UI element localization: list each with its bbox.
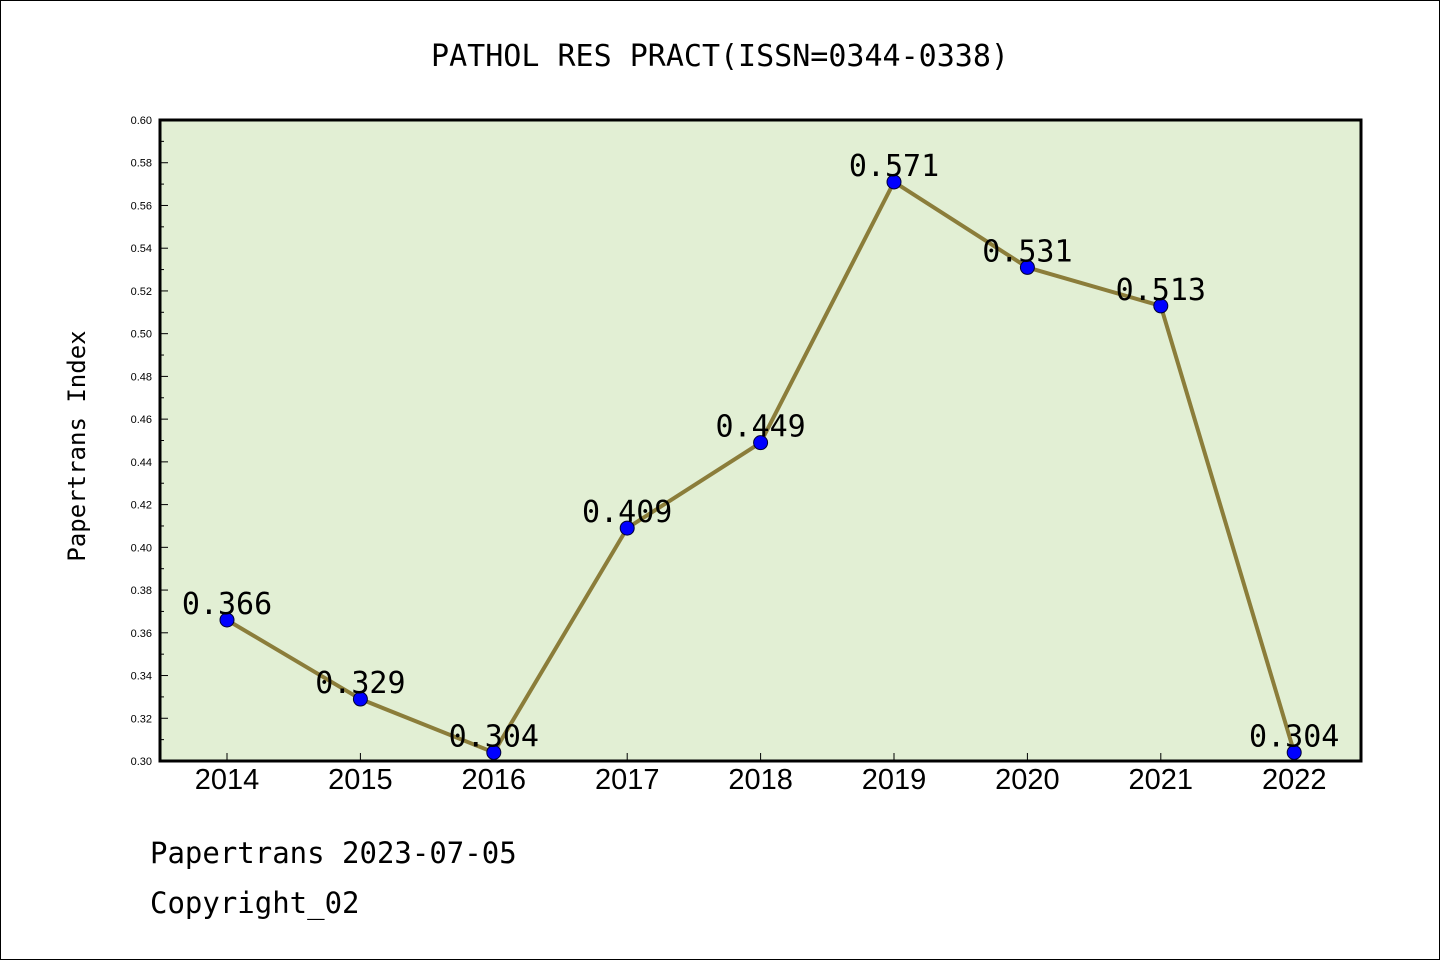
y-tick-label: 0.42 [131, 500, 152, 512]
data-label: 0.366 [182, 587, 272, 622]
data-label: 0.329 [315, 666, 405, 701]
x-tick-label: 2017 [595, 764, 660, 796]
data-point [619, 520, 635, 536]
data-point [1019, 259, 1035, 275]
data-point [1153, 298, 1169, 314]
y-tick-label: 0.40 [131, 542, 152, 554]
y-tick-label: 0.38 [131, 585, 152, 597]
source-date-text: Papertrans 2023-07-05 [150, 836, 517, 870]
data-point [753, 435, 769, 451]
data-label: 0.409 [582, 495, 672, 530]
x-tick-label: 2014 [195, 764, 260, 796]
y-tick-label: 0.50 [131, 329, 152, 341]
y-tick-label: 0.36 [131, 628, 152, 640]
y-tick-label: 0.58 [131, 158, 152, 170]
x-axis-ticks: 2014 2015 2016 2017 2018 2019 2020 2021 2022 [195, 753, 1327, 796]
data-point [1286, 744, 1302, 760]
x-tick-label: 2018 [728, 764, 793, 796]
x-tick-label: 2019 [862, 764, 927, 796]
y-tick-label: 0.32 [131, 713, 152, 725]
data-point [352, 691, 368, 707]
x-tick-label: 2015 [328, 764, 393, 796]
data-point [886, 174, 902, 190]
x-tick-label: 2020 [995, 764, 1060, 796]
y-tick-label: 0.46 [131, 414, 152, 426]
data-label: 0.304 [1249, 719, 1339, 754]
data-label: 0.449 [715, 410, 805, 445]
y-tick-label: 0.44 [131, 457, 152, 469]
data-point [219, 612, 235, 628]
y-tick-label: 0.54 [131, 243, 152, 255]
y-tick-label: 0.60 [131, 115, 152, 127]
data-label: 0.304 [449, 719, 539, 754]
y-axis-ticks: 0.30 0.32 0.34 0.36 0.38 0.40 0.42 0.44 0.46 0.48… [131, 115, 168, 768]
x-tick-label: 2022 [1262, 764, 1327, 796]
data-point [486, 744, 502, 760]
data-label: 0.531 [982, 234, 1072, 269]
x-tick-label: 2021 [1129, 764, 1194, 796]
series-group: 0.366 0.329 0.304 0.409 0.449 0.571 0.531 0.513… [182, 149, 1339, 760]
y-tick-label: 0.52 [131, 286, 152, 298]
copyright-text: Copyright_02 [150, 886, 360, 920]
y-tick-label: 0.48 [131, 371, 152, 383]
data-label: 0.571 [849, 149, 939, 184]
y-tick-label: 0.34 [131, 671, 152, 683]
chart-title: PATHOL RES PRACT(ISSN=0344-0338) [431, 39, 1009, 74]
y-tick-label: 0.56 [131, 200, 152, 212]
y-axis-label: Papertrans Index [63, 330, 91, 561]
x-tick-label: 2016 [462, 764, 527, 796]
data-label: 0.513 [1116, 273, 1206, 308]
y-tick-label: 0.30 [131, 756, 152, 768]
